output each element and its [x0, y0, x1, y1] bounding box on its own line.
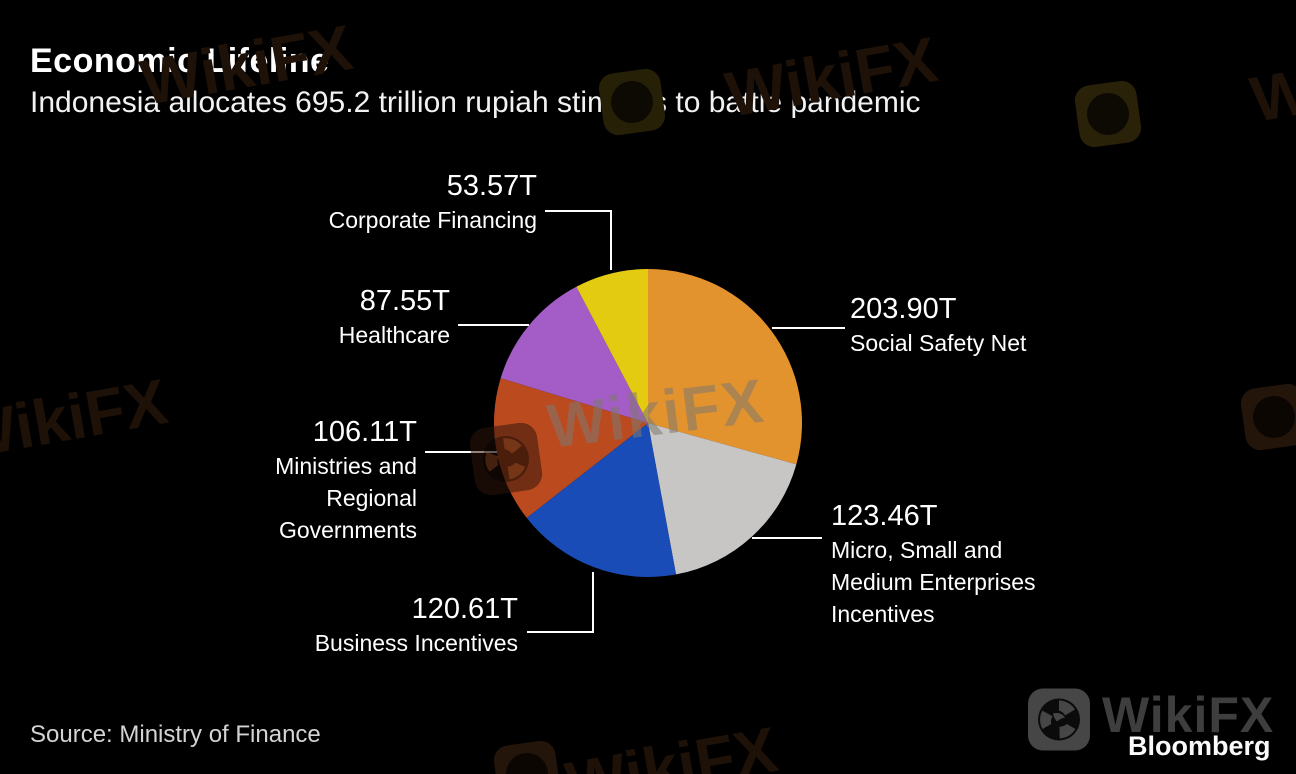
watermark-logo-icon — [493, 740, 561, 774]
callout-label: Corporate Financing — [328, 207, 537, 233]
callout-label: Incentives — [831, 601, 935, 627]
callout-label: Healthcare — [338, 322, 450, 348]
wikifx-logo-text: WikiFX — [1102, 687, 1275, 743]
callout-corporate-financing: 53.57T Corporate Financing — [329, 168, 537, 236]
pie-slice-social-safety-net — [648, 269, 803, 465]
watermark-logo-icon — [598, 68, 666, 136]
callout-label: Governments — [278, 517, 417, 543]
callout-value: 87.55T — [359, 285, 450, 317]
pie-slice-healthcare — [500, 286, 648, 423]
pie-slice-corporate-financing — [576, 269, 648, 423]
watermark-logo-icon — [1074, 80, 1142, 148]
callout-label: Medium Enterprises — [831, 569, 1036, 595]
leader-line-corporate-financing — [545, 210, 612, 270]
callout-business-incentives: 120.61T Business Incentives — [315, 591, 518, 659]
bloomberg-logo-text: Bloomberg — [1128, 731, 1271, 761]
callout-label: Social Safety Net — [850, 330, 1027, 356]
callout-value: 106.11T — [312, 416, 417, 448]
leader-line-business-incentives — [527, 572, 594, 633]
callout-label: Micro, Small and — [831, 537, 1003, 563]
callout-msme: 123.46T Micro, Small and Medium Enterpri… — [831, 498, 1036, 630]
callout-label: Ministries and — [275, 453, 417, 479]
callout-value: 203.90T — [850, 293, 957, 325]
callout-label: Regional — [326, 485, 417, 511]
page-title: Economic Lifeline — [30, 42, 330, 80]
callout-healthcare: 87.55T Healthcare — [339, 283, 450, 351]
callout-value: 120.61T — [411, 593, 518, 625]
callout-social-safety-net: 203.90T Social Safety Net — [850, 291, 1026, 359]
pie-slices — [494, 269, 803, 577]
watermark-center-logo-icon — [469, 422, 543, 496]
callout-value: 123.46T — [831, 500, 938, 532]
source-note: Source: Ministry of Finance — [30, 721, 321, 748]
watermark-logo-icon — [1240, 383, 1296, 451]
pie-slice-micro-small-and-medium-enterprises-incentives — [648, 423, 797, 575]
callout-label: Business Incentives — [314, 630, 518, 656]
callout-value: 53.57T — [446, 170, 537, 202]
wikifx-eagle-icon — [1028, 688, 1090, 751]
callout-ministries: 106.11T Ministries and Regional Governme… — [275, 414, 417, 546]
pie-slice-business-incentives — [526, 423, 677, 577]
page-subtitle: Indonesia allocates 695.2 trillion rupia… — [30, 86, 921, 119]
